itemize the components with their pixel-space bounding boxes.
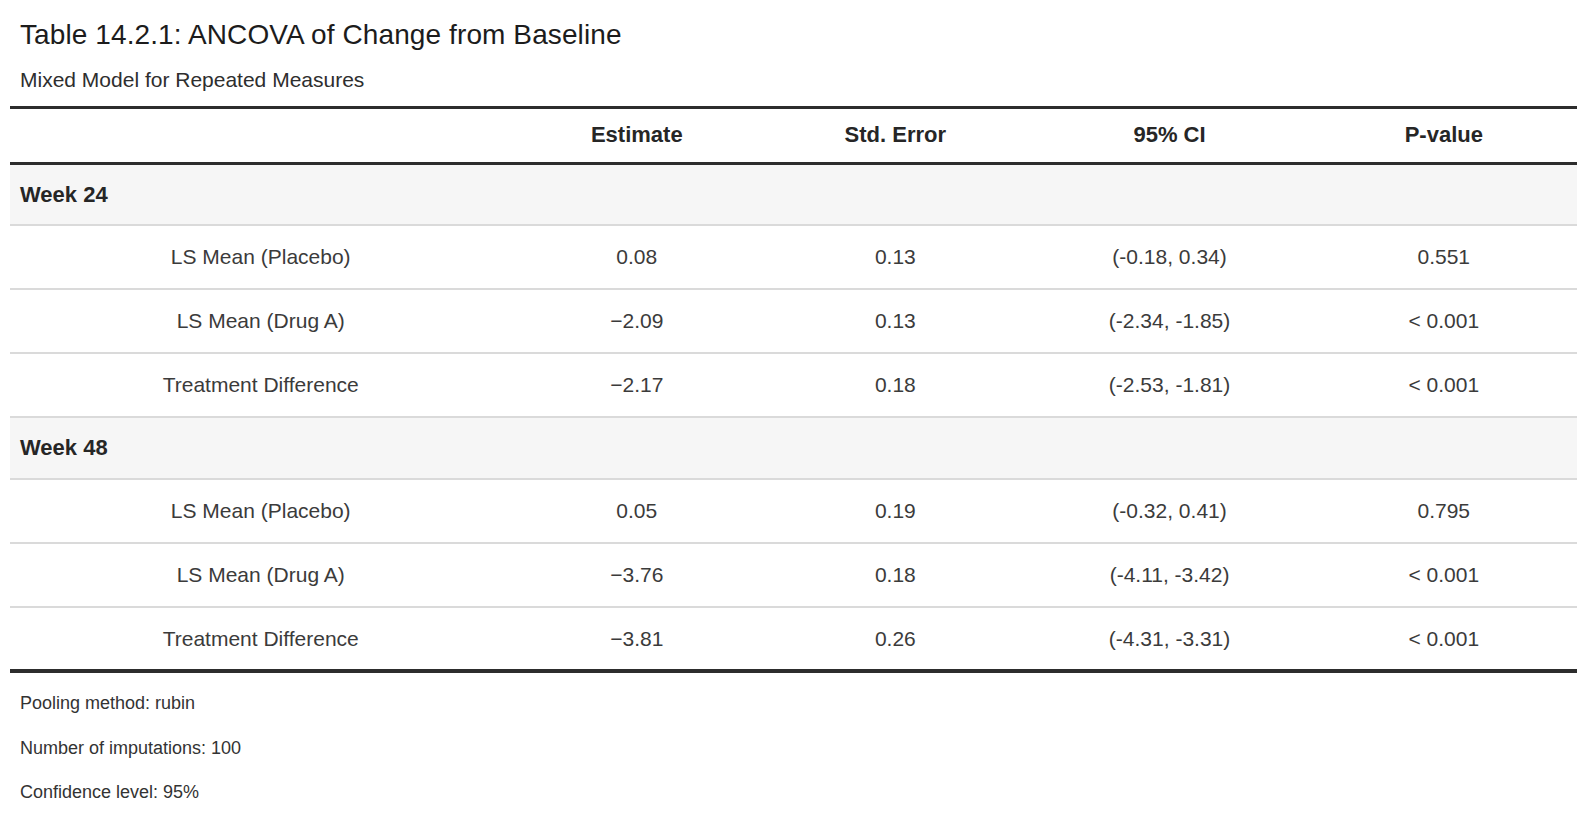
group-label: Week 48 [10,417,1577,479]
table-row: Treatment Difference −2.17 0.18 (-2.53, … [10,353,1577,417]
group-row-week-24: Week 24 [10,163,1577,225]
cell-estimate: −2.17 [511,353,762,417]
table-row: LS Mean (Drug A) −2.09 0.13 (-2.34, -1.8… [10,289,1577,353]
cell-std-error: 0.18 [762,543,1028,607]
cell-std-error: 0.19 [762,479,1028,543]
cell-p-value: < 0.001 [1311,543,1577,607]
table-heading: Table 14.2.1: ANCOVA of Change from Base… [10,12,1577,106]
column-header-p-value: P-value [1311,107,1577,163]
ancova-results-table: Estimate Std. Error 95% CI P-value Week … [10,106,1577,674]
cell-estimate: −3.81 [511,607,762,671]
cell-95-ci: (-4.11, -3.42) [1029,543,1311,607]
cell-95-ci: (-4.31, -3.31) [1029,607,1311,671]
cell-std-error: 0.13 [762,289,1028,353]
cell-std-error: 0.13 [762,225,1028,289]
cell-p-value: 0.551 [1311,225,1577,289]
column-header-estimate: Estimate [511,107,762,163]
column-header-95-ci: 95% CI [1029,107,1311,163]
cell-95-ci: (-2.34, -1.85) [1029,289,1311,353]
cell-95-ci: (-0.18, 0.34) [1029,225,1311,289]
cell-estimate: −3.76 [511,543,762,607]
row-label: Treatment Difference [10,353,511,417]
stub-column-header [10,107,511,163]
row-label: LS Mean (Drug A) [10,543,511,607]
cell-std-error: 0.18 [762,353,1028,417]
table-footnotes: Pooling method: rubin Number of imputati… [10,673,1577,804]
table-row: LS Mean (Drug A) −3.76 0.18 (-4.11, -3.4… [10,543,1577,607]
row-label: LS Mean (Drug A) [10,289,511,353]
table-subtitle: Mixed Model for Repeated Measures [20,67,1567,92]
row-label: LS Mean (Placebo) [10,225,511,289]
cell-95-ci: (-0.32, 0.41) [1029,479,1311,543]
row-label: LS Mean (Placebo) [10,479,511,543]
group-row-week-48: Week 48 [10,417,1577,479]
cell-std-error: 0.26 [762,607,1028,671]
column-header-row: Estimate Std. Error 95% CI P-value [10,107,1577,163]
footnote-pooling-method: Pooling method: rubin [20,693,1567,715]
footnote-confidence-level: Confidence level: 95% [20,782,1567,804]
cell-95-ci: (-2.53, -1.81) [1029,353,1311,417]
cell-p-value: < 0.001 [1311,607,1577,671]
cell-estimate: 0.05 [511,479,762,543]
cell-p-value: < 0.001 [1311,353,1577,417]
column-header-std-error: Std. Error [762,107,1028,163]
cell-estimate: −2.09 [511,289,762,353]
table-row: LS Mean (Placebo) 0.08 0.13 (-0.18, 0.34… [10,225,1577,289]
table-title: Table 14.2.1: ANCOVA of Change from Base… [20,18,1567,52]
group-label: Week 24 [10,163,1577,225]
cell-estimate: 0.08 [511,225,762,289]
report-page: Table 14.2.1: ANCOVA of Change from Base… [0,0,1588,804]
footnote-num-imputations: Number of imputations: 100 [20,738,1567,760]
cell-p-value: 0.795 [1311,479,1577,543]
row-label: Treatment Difference [10,607,511,671]
table-row: LS Mean (Placebo) 0.05 0.19 (-0.32, 0.41… [10,479,1577,543]
cell-p-value: < 0.001 [1311,289,1577,353]
table-row: Treatment Difference −3.81 0.26 (-4.31, … [10,607,1577,671]
